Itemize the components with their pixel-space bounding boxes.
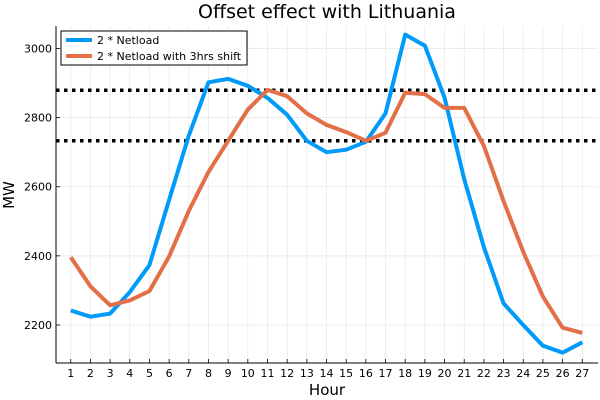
x-tick-label: 20 <box>438 367 452 380</box>
series-line-1 <box>70 32 584 355</box>
chart-title: Offset effect with Lithuania <box>198 1 456 23</box>
x-tick-label: 26 <box>556 367 570 380</box>
x-tick-label: 4 <box>126 367 133 380</box>
x-tick-labels: 1 2 3 4 5 6 7 8 9 10 11 12 13 14 15 16 17 18 19 20 21 22 23 24 2… <box>67 367 589 380</box>
x-tick-label: 17 <box>379 367 393 380</box>
series-lines <box>69 32 584 355</box>
y-tick-label: 2600 <box>24 181 52 194</box>
x-tick-label: 7 <box>185 367 192 380</box>
legend-label: 2 * Netload with 3hrs shift <box>97 50 242 63</box>
x-tick-label: 27 <box>575 367 589 380</box>
x-tick-label: 2 <box>87 367 94 380</box>
x-axis-label: Hour <box>309 381 346 399</box>
x-tick-label: 22 <box>477 367 491 380</box>
x-tick-label: 25 <box>536 367 550 380</box>
x-tick-label: 19 <box>418 367 432 380</box>
x-tick-label: 15 <box>339 367 353 380</box>
grid <box>56 26 598 363</box>
y-tick-label: 2800 <box>24 112 52 125</box>
x-tick-label: 10 <box>241 367 255 380</box>
reference-lines <box>56 88 598 143</box>
legend-box <box>60 30 248 66</box>
legend-label: 2 * Netload <box>97 34 159 47</box>
x-tick-label: 24 <box>516 367 530 380</box>
y-tick-label: 2400 <box>24 250 52 263</box>
legend: 2 * Netload 2 * Netload with 3hrs shift <box>60 30 248 66</box>
x-tick-label: 1 <box>67 367 74 380</box>
x-tick-label: 18 <box>398 367 412 380</box>
x-tick-label: 21 <box>457 367 471 380</box>
x-tick-label: 13 <box>300 367 314 380</box>
x-tick-label: 9 <box>225 367 232 380</box>
y-tick-label: 2200 <box>24 319 52 332</box>
x-tick-label: 16 <box>359 367 373 380</box>
x-tick-label: 11 <box>260 367 274 380</box>
y-tick-label: 3000 <box>24 42 52 55</box>
x-tick-label: 8 <box>205 367 212 380</box>
x-tick-label: 23 <box>497 367 511 380</box>
x-tick-label: 5 <box>146 367 153 380</box>
series-line-2 <box>69 87 583 335</box>
x-tick-label: 3 <box>107 367 114 380</box>
x-tick-label: 6 <box>166 367 173 380</box>
x-tick-label: 12 <box>280 367 294 380</box>
y-tick-labels: 2200 2400 2600 2800 3000 <box>24 42 52 332</box>
x-tick-label: 14 <box>320 367 334 380</box>
y-axis-label: MW <box>0 181 18 209</box>
axes <box>55 26 598 364</box>
